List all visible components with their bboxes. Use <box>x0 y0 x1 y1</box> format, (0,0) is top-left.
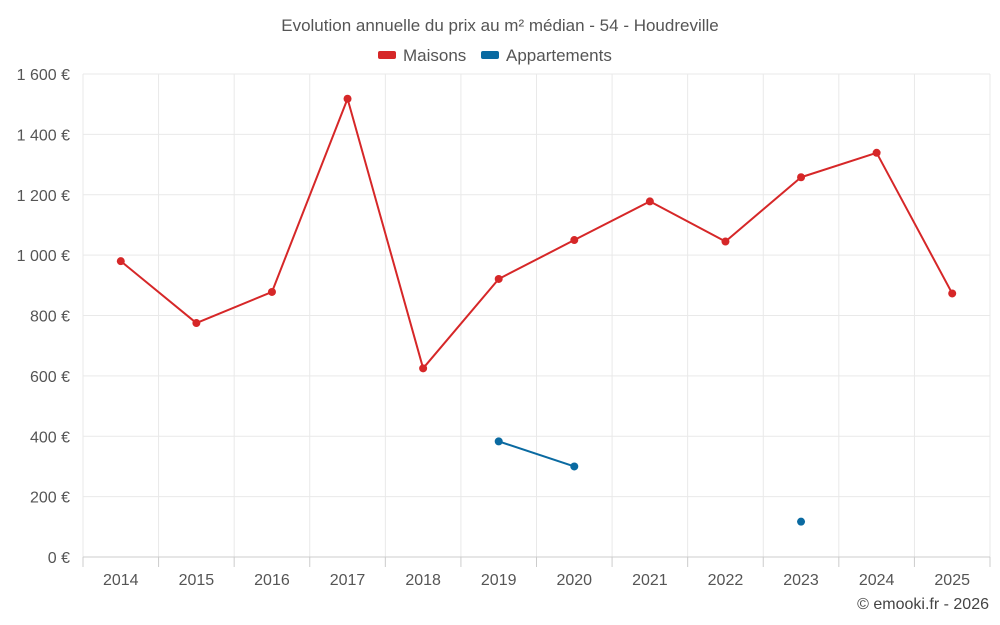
axes: 0 € 200 € 400 € 600 € 800 € 1 000 € 1 200 € 1 4… <box>17 67 991 589</box>
legend-swatch-appartements <box>481 51 499 59</box>
series-line-maisons <box>120 97 954 370</box>
y-tick-label: 1 400 € <box>17 127 70 144</box>
legend-swatch-maisons <box>378 51 396 59</box>
y-tick-label: 400 € <box>30 429 70 446</box>
x-tick-label: 2021 <box>632 572 668 589</box>
y-tick-label: 600 € <box>30 369 70 386</box>
x-tick-label: 2024 <box>859 572 895 589</box>
series-maisons <box>116 94 957 373</box>
data-point-maisons-2016[interactable] <box>267 287 276 296</box>
x-tick-label: 2015 <box>179 572 215 589</box>
data-point-maisons-2020[interactable] <box>570 236 579 245</box>
x-tick-label: 2017 <box>330 572 366 589</box>
data-point-maisons-2015[interactable] <box>192 319 201 328</box>
x-tick-label: 2022 <box>708 572 744 589</box>
x-tick-label: 2020 <box>556 572 592 589</box>
x-tick-label: 2014 <box>103 572 139 589</box>
data-point-maisons-2025[interactable] <box>948 289 957 298</box>
data-point-maisons-2021[interactable] <box>645 197 654 206</box>
y-tick-label: 1 200 € <box>17 188 70 205</box>
y-tick-label: 200 € <box>30 490 70 507</box>
data-point-maisons-2014[interactable] <box>116 257 125 266</box>
x-tick-label: 2016 <box>254 572 290 589</box>
data-point-maisons-2022[interactable] <box>721 237 730 246</box>
legend-item-appartements[interactable]: Appartements <box>481 46 612 65</box>
data-point-appartements-2020[interactable] <box>570 462 579 471</box>
series-line-appartements <box>498 440 575 468</box>
data-point-maisons-2018[interactable] <box>419 364 428 373</box>
x-tick-label: 2018 <box>405 572 441 589</box>
data-point-appartements-2023[interactable] <box>797 517 806 526</box>
legend: Maisons Appartements <box>378 46 612 65</box>
data-point-appartements-2019[interactable] <box>494 437 503 446</box>
series-appartements <box>494 437 806 526</box>
y-tick-label: 800 € <box>30 309 70 326</box>
legend-label-maisons: Maisons <box>403 46 466 65</box>
y-tick-label: 1 600 € <box>17 67 70 84</box>
data-point-maisons-2019[interactable] <box>494 274 503 283</box>
data-point-maisons-2024[interactable] <box>872 148 881 157</box>
series <box>116 94 957 526</box>
y-tick-label: 0 € <box>48 550 70 567</box>
x-tick-label: 2019 <box>481 572 517 589</box>
x-tick-label: 2023 <box>783 572 819 589</box>
data-point-maisons-2017[interactable] <box>343 94 352 103</box>
legend-item-maisons[interactable]: Maisons <box>378 46 466 65</box>
chart-title: Evolution annuelle du prix au m² médian … <box>281 16 719 35</box>
x-tick-label: 2025 <box>934 572 970 589</box>
legend-label-appartements: Appartements <box>506 46 612 65</box>
credit-text: © emooki.fr - 2026 <box>857 596 989 613</box>
y-tick-label: 1 000 € <box>17 248 70 265</box>
data-point-maisons-2023[interactable] <box>797 173 806 182</box>
grid <box>82 73 991 557</box>
